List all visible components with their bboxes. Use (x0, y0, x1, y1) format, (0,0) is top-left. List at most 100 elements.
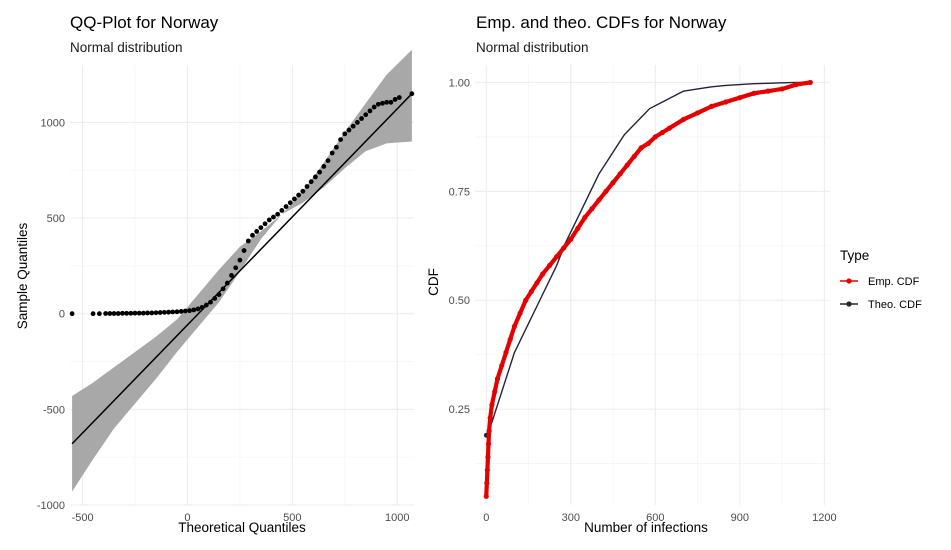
qq-point (199, 304, 205, 310)
emp-cdf-point (723, 99, 729, 105)
emp-cdf-point (483, 493, 489, 499)
qq-point (325, 158, 331, 164)
emp-cdf-point (666, 125, 673, 131)
emp-cdf-point (751, 90, 757, 96)
qq-point (212, 295, 218, 301)
qq-point (195, 306, 201, 312)
qq-point (120, 310, 125, 316)
y-tick-label: 0.25 (449, 404, 470, 416)
emp-cdf-point (610, 180, 616, 186)
emp-cdf-point (617, 171, 623, 177)
qq-point (69, 311, 75, 317)
qq-point (275, 211, 281, 217)
emp-cdf-point (484, 467, 490, 473)
x-tick-label: 500 (283, 512, 301, 524)
y-tick-label: 1.00 (449, 77, 470, 89)
qq-point (292, 196, 297, 202)
qq-point (254, 229, 260, 234)
qq-point (346, 127, 352, 133)
qq-point (359, 116, 364, 121)
qq-point (229, 273, 234, 278)
qq-plot-points (69, 91, 415, 317)
qq-point (342, 131, 348, 137)
x-tick-label: 1200 (812, 512, 836, 524)
qq-point (182, 308, 188, 314)
emp-cdf-point (485, 454, 491, 460)
x-tick-label: 0 (184, 512, 190, 524)
x-tick-label: 300 (562, 512, 580, 524)
qq-plot-reference-line (71, 93, 413, 445)
qq-point (157, 310, 163, 315)
x-tick-label: 1000 (385, 512, 409, 524)
emp-cdf-point (489, 402, 495, 408)
qq-point (367, 108, 373, 114)
qq-point (141, 310, 146, 316)
qq-point (128, 310, 134, 316)
y-tick-label: 0.75 (449, 186, 470, 198)
qq-point (329, 150, 335, 156)
qq-point (111, 311, 117, 316)
emp-cdf-point (485, 441, 492, 447)
emp-cdf-point (709, 103, 715, 109)
qq-point (153, 310, 159, 316)
qq-point (166, 309, 171, 315)
qq-point (216, 292, 222, 297)
emp-cdf-point (765, 88, 771, 94)
qq-point (103, 311, 109, 316)
emp-cdf-point (554, 254, 560, 260)
qq-point (392, 97, 398, 102)
qq-point (237, 257, 243, 263)
cdf-x-axis-title: Number of infections (584, 520, 708, 535)
qq-point (375, 101, 381, 107)
legend-emp-dot (846, 278, 852, 284)
qq-point (354, 119, 360, 125)
y-tick-label: 500 (47, 213, 65, 225)
qq-point (208, 299, 213, 305)
qq-point (380, 100, 385, 106)
legend-theo-dot (846, 301, 852, 307)
qq-plot-panel: QQ-Plot for Norway Normal distribution -… (15, 13, 415, 535)
cdf-panel: Emp. and theo. CDFs for Norway Normal di… (426, 13, 837, 535)
qq-point (283, 204, 289, 209)
reference-line (71, 93, 413, 445)
legend-item-emp: Emp. CDF (840, 276, 920, 288)
qq-point (304, 184, 310, 189)
qq-point (115, 311, 121, 316)
y-tick-label: -1000 (37, 500, 65, 512)
qq-point (296, 192, 302, 198)
cdf-title: Emp. and theo. CDFs for Norway (476, 13, 727, 32)
cdf-legend: Type Emp. CDF Theo. CDF (840, 248, 922, 311)
emp-cdf-point (486, 428, 492, 434)
qq-point (333, 144, 339, 150)
emp-cdf-point (534, 280, 540, 286)
emp-cdf-point (561, 245, 567, 251)
emp-cdf-point (694, 110, 701, 116)
qq-point (321, 163, 327, 169)
qq-point (187, 308, 192, 314)
cdf-y-axis-title: CDF (426, 268, 441, 296)
emp-cdf-point (507, 336, 513, 343)
qq-point (178, 309, 184, 314)
qq-point (245, 238, 251, 244)
qq-point (409, 91, 415, 97)
emp-cdf-point (523, 297, 529, 303)
emp-cdf-point (487, 415, 493, 421)
qq-point (174, 309, 180, 315)
emp-cdf-point (624, 162, 630, 168)
qq-point (363, 112, 369, 118)
qq-point (241, 248, 247, 253)
qq-plot-x-axis-title: Theoretical Quantiles (178, 520, 306, 535)
qq-point (258, 225, 264, 231)
x-tick-label: 0 (483, 512, 489, 524)
qq-point (191, 307, 197, 313)
emp-cdf-point (484, 480, 490, 486)
legend-emp-label: Emp. CDF (868, 276, 920, 288)
qq-plot-title: QQ-Plot for Norway (70, 13, 219, 32)
emp-cdf-point (645, 140, 651, 147)
y-tick-label: 0 (59, 309, 65, 321)
emp-cdf-point (680, 116, 687, 123)
cdf-series (483, 79, 813, 499)
legend-theo-label: Theo. CDF (868, 299, 922, 311)
y-tick-label: 0.50 (449, 295, 470, 307)
emp-cdf-point (540, 271, 546, 277)
